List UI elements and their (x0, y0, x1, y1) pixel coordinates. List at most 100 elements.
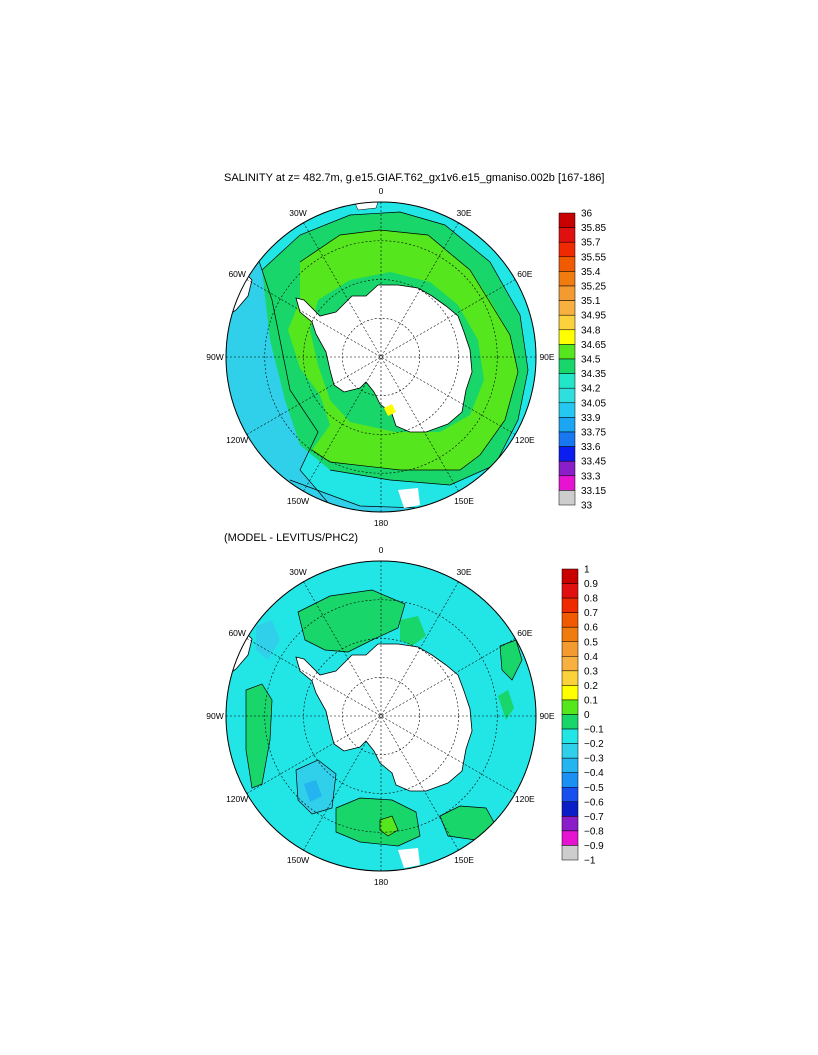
panel2-lon-label: 30W (289, 567, 306, 577)
panel1-colorbar-swatch (558, 460, 576, 477)
panel2-lon-label: 60E (517, 628, 532, 638)
panel1-colorbar-swatch (558, 431, 576, 447)
panel2-lon-label: 180 (374, 877, 388, 887)
panel2-colorbar-swatch (561, 801, 579, 817)
panel1-field-peak (384, 404, 396, 416)
panel1-colorbar-label: 35.1 (581, 296, 601, 307)
panel2-colorbar-label: −0.5 (584, 783, 604, 794)
panel1-lon-label: 120W (226, 435, 248, 445)
panel2-patch-2 (500, 640, 522, 680)
panel1-colorbar-label: 35.4 (581, 267, 601, 278)
panel2-patch-3 (498, 690, 514, 720)
panel1-lon-label: 90W (206, 352, 223, 362)
panel2-longitude-labels: 0 30E 60E 90E 120E 150E 180 150W 120W 90W 60W 30W (206, 545, 555, 887)
panel2-colorbar-label: −0.6 (584, 797, 604, 808)
panel2-new-zealand (398, 848, 420, 868)
panel2-colorbar-swatch (561, 641, 579, 657)
panel1-lon-label: 150E (454, 496, 474, 506)
panel1-colorbar-label: 33.15 (581, 486, 606, 497)
panel2-patch-west (246, 684, 272, 788)
panel2-colorbar-label: 0.5 (584, 637, 598, 648)
panel2-lon-label: 90E (539, 711, 554, 721)
panel2-lon-label: 0 (379, 545, 384, 555)
panel2-colorbar-label: −0.4 (584, 768, 604, 779)
panel1-colorbar-swatch (558, 475, 576, 491)
panel1-colorbar-swatch (558, 227, 576, 243)
panel2-patch-weddell (298, 590, 405, 652)
panel1-colorbar-swatch (558, 241, 576, 258)
panel2-colorbar-label: 0.1 (584, 695, 598, 706)
panel2-colorbar-label: −0.1 (584, 725, 604, 736)
panel1-colorbar-swatch (558, 256, 576, 272)
panel1-colorbar-swatch (558, 329, 576, 345)
panel1-colorbar-label: 35.25 (581, 282, 606, 293)
panel2-patch-neg-3 (256, 620, 280, 660)
panel2-lon-label: 30E (456, 567, 471, 577)
panel2-patch-peak (380, 816, 398, 836)
panel2-colorbar-label: −0.7 (584, 812, 604, 823)
panel2-colorbar-label: 0.8 (584, 594, 598, 605)
panel2-colorbar-swatch (561, 699, 579, 715)
panel1-colorbar-label: 33 (581, 501, 593, 512)
panel2-patch-neg-2 (304, 780, 322, 802)
panel2-colorbar-swatch (561, 816, 579, 832)
panel1-colorbar-swatch (558, 446, 576, 462)
panel2-colorbar-swatch (561, 626, 579, 643)
panel1-map-border (225, 201, 537, 513)
panel2-colorbar-swatch (561, 685, 579, 701)
panel1-colorbar-label: 34.2 (581, 384, 601, 395)
panel1-colorbar-swatch (558, 300, 576, 316)
panel2-map: 0 30E 60E 90E 120E 150E 180 150W 120W 90W 60W 30W (206, 545, 555, 887)
panel2-colorbar-swatch (561, 568, 579, 584)
panel1-lon-label: 120E (515, 435, 535, 445)
panel2-colorbar-swatch (561, 597, 579, 613)
panel1-colorbar-label: 33.75 (581, 428, 606, 439)
panel2-colorbar-label: 0.9 (584, 579, 598, 590)
panel2-colorbar-swatch (561, 845, 579, 861)
panel2-patch-1 (400, 616, 426, 646)
panel1-colorbar-label: 33.45 (581, 457, 606, 468)
panel1-new-zealand (398, 488, 420, 508)
panel2-colorbar-label: −0.3 (584, 754, 604, 765)
panel1-colorbar-label: 35.7 (581, 238, 601, 249)
panel2-map-border (225, 560, 537, 872)
panel2-colorbar-label: −1 (584, 856, 596, 867)
panel2-lon-label: 90W (206, 711, 223, 721)
panel1-colorbar-label: 36 (581, 209, 593, 220)
panel1-colorbar-swatch (558, 314, 576, 331)
panel2-colorbar-swatch (561, 830, 579, 846)
panel1-lon-label: 150W (287, 496, 309, 506)
panel1-colorbar-label: 33.3 (581, 471, 601, 482)
panel2-antarctica (295, 643, 473, 792)
panel1-colorbar-label: 33.6 (581, 442, 601, 453)
panel2-colorbar-label: 0.3 (584, 666, 598, 677)
panel1-lon-label: 180 (374, 518, 388, 528)
panel1-colorbar-label: 35.85 (581, 223, 606, 234)
panel2-title: (MODEL - LEVITUS/PHC2) (224, 532, 359, 544)
panel2-colorbar-swatch (561, 670, 579, 686)
panel2-lon-label: 150E (454, 855, 474, 865)
panel1-colorbar-label: 33.9 (581, 413, 601, 424)
panel2-colorbar-label: −0.8 (584, 826, 604, 837)
panel1-colorbar-label: 35.55 (581, 252, 606, 263)
panel2-colorbar-label: 0.7 (584, 608, 598, 619)
panel2-patch-ross (336, 798, 420, 846)
panel1-salinity-field (226, 202, 536, 512)
panel1-lon-label: 60E (517, 269, 532, 279)
panel2-colorbar-swatch (561, 612, 579, 628)
panel2-contours (245, 589, 523, 847)
panel2-colorbar-swatch (561, 583, 579, 599)
panel1-lon-label: 60W (228, 269, 245, 279)
panel2-colorbar-label: 0.2 (584, 681, 598, 692)
panel1-colorbar-label: 34.05 (581, 398, 606, 409)
panel2-colorbar-swatch (561, 728, 579, 744)
panel2-lon-label: 120W (226, 794, 248, 804)
panel2-colorbar-swatch (561, 757, 579, 773)
panel1-colorbar-label: 34.65 (581, 340, 606, 351)
panel2-lon-label: 120E (515, 794, 535, 804)
panel1-colorbar: 36 35.85 35.7 35.55 35.4 35.25 35.1 34.95 34.8 34… (558, 209, 606, 512)
panel1-colorbar-swatch (558, 358, 576, 374)
panel1-colorbar-swatch (558, 373, 576, 389)
panel2-colorbar-label: −0.9 (584, 841, 604, 852)
